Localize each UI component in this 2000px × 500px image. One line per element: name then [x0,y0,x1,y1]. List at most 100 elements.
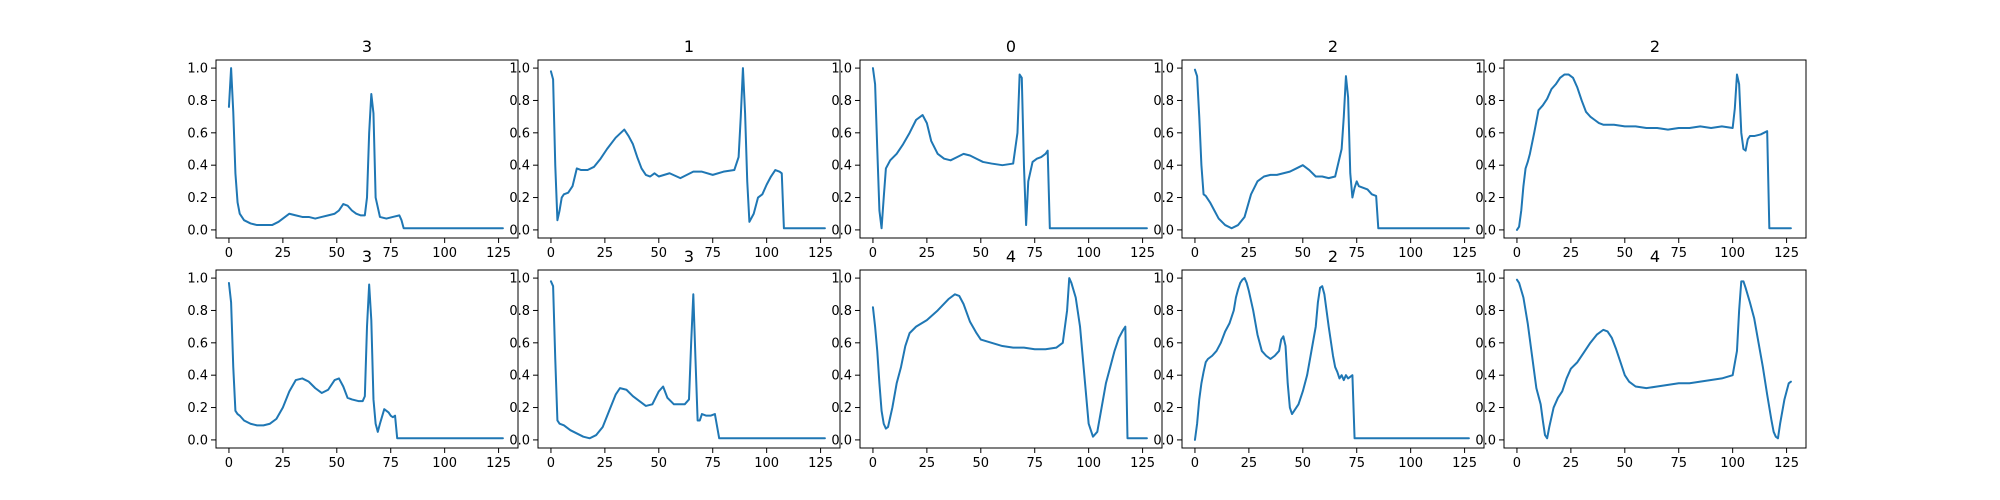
series-line [871,277,1148,440]
panel-7: 3 0 25 50 75 100 125 0.0 0.2 0.4 0.6 0.8 1.0 [509,247,841,471]
x-tick-label: 0 [225,246,233,261]
y-tick-label: 0.6 [509,126,530,141]
x-tick-label: 100 [754,246,779,261]
panel-title: 3 [362,37,372,56]
panel-4: 2 0 25 50 75 100 125 0.0 0.2 0.4 0.6 0.8 1.0 [1153,37,1485,261]
y-tick-label: 0.0 [1153,223,1174,238]
x-tick-label: 0 [869,456,877,471]
x-tick-label: 125 [1774,456,1799,471]
x-tick-label: 75 [382,246,399,261]
y-tick-label: 0.8 [187,304,208,319]
x-tick-label: 100 [1720,246,1745,261]
y-tick-label: 0.4 [831,369,852,384]
plot-frame [1181,269,1485,449]
y-tick-label: 1.0 [187,272,208,287]
x-tick-label: 100 [1398,456,1423,471]
panel-5: 2 0 25 50 75 100 125 0.0 0.2 0.4 0.6 0.8 1.0 [1475,37,1807,261]
y-tick-label: 0.2 [831,191,852,206]
x-tick-label: 100 [432,246,457,261]
y-tick-label: 0.0 [509,433,530,448]
y-tick-label: 0.0 [1475,223,1496,238]
panel-title: 4 [1650,247,1660,266]
series-line [1193,277,1470,441]
y-tick-label: 0.4 [1475,159,1496,174]
x-tick-label: 25 [1563,456,1580,471]
x-tick-label: 125 [1452,456,1477,471]
x-tick-label: 25 [1241,246,1258,261]
x-tick-label: 75 [1026,456,1043,471]
x-tick-label: 0 [1191,246,1199,261]
x-tick-label: 125 [808,246,833,261]
x-tick-label: 0 [869,246,877,261]
x-tick-label: 75 [1026,246,1043,261]
x-tick-label: 125 [1130,246,1155,261]
x-tick-label: 25 [275,456,292,471]
x-tick-label: 50 [651,246,668,261]
y-tick-label: 0.8 [831,94,852,109]
panel-title: 4 [1006,247,1016,266]
y-tick-label: 0.4 [831,159,852,174]
plot-frame [215,269,519,449]
y-tick-label: 1.0 [1475,272,1496,287]
panel-2: 1 0 25 50 75 100 125 0.0 0.2 0.4 0.6 0.8 1.0 [509,37,841,261]
panel-8: 4 0 25 50 75 100 125 0.0 0.2 0.4 0.6 0.8 1.0 [831,247,1163,471]
x-tick-label: 25 [919,246,936,261]
panel-title: 1 [684,37,694,56]
x-tick-label: 50 [329,246,346,261]
y-tick-label: 1.0 [1153,272,1174,287]
y-tick-label: 0.0 [187,433,208,448]
y-tick-label: 0.2 [1153,191,1174,206]
x-tick-label: 50 [1295,246,1312,261]
x-tick-label: 25 [275,246,292,261]
panel-title: 2 [1328,247,1338,266]
plot-frame [859,269,1163,449]
y-tick-label: 0.8 [1475,94,1496,109]
y-tick-label: 1.0 [509,272,530,287]
panel-title: 2 [1328,37,1338,56]
plot-frame [215,59,519,239]
panel-6: 3 0 25 50 75 100 125 0.0 0.2 0.4 0.6 0.8 1.0 [187,247,519,471]
series-line [1515,73,1792,231]
plot-frame [537,269,841,449]
x-tick-label: 0 [547,246,555,261]
y-tick-label: 0.2 [509,191,530,206]
y-tick-label: 0.8 [509,304,530,319]
plot-frame [859,59,1163,239]
x-tick-label: 125 [1452,246,1477,261]
y-tick-label: 0.8 [1475,304,1496,319]
x-tick-label: 0 [547,456,555,471]
y-tick-label: 0.4 [1153,369,1174,384]
y-tick-label: 0.0 [1475,433,1496,448]
y-tick-label: 0.4 [509,369,530,384]
x-tick-label: 50 [651,456,668,471]
x-tick-label: 100 [1720,456,1745,471]
y-tick-label: 0.2 [187,191,208,206]
x-tick-label: 50 [1617,456,1634,471]
series-line [227,281,504,440]
x-tick-label: 100 [1076,456,1101,471]
x-tick-label: 100 [432,456,457,471]
x-tick-label: 125 [1130,456,1155,471]
panel-9: 2 0 25 50 75 100 125 0.0 0.2 0.4 0.6 0.8 1.0 [1153,247,1485,471]
plot-frame [1503,59,1807,239]
y-tick-label: 0.0 [1153,433,1174,448]
y-tick-label: 0.8 [509,94,530,109]
x-tick-label: 0 [1513,456,1521,471]
y-tick-label: 1.0 [831,62,852,77]
y-tick-label: 0.6 [1475,336,1496,351]
x-tick-label: 0 [1191,456,1199,471]
y-tick-label: 0.6 [509,336,530,351]
y-tick-label: 0.4 [1475,369,1496,384]
x-tick-label: 75 [382,456,399,471]
x-tick-label: 50 [329,456,346,471]
y-tick-label: 0.6 [187,126,208,141]
y-tick-label: 0.6 [1153,126,1174,141]
x-tick-label: 25 [919,456,936,471]
panel-title: 3 [684,247,694,266]
y-tick-label: 0.8 [1153,304,1174,319]
series-line [871,67,1148,230]
x-tick-label: 50 [973,246,990,261]
panel-title: 0 [1006,37,1016,56]
